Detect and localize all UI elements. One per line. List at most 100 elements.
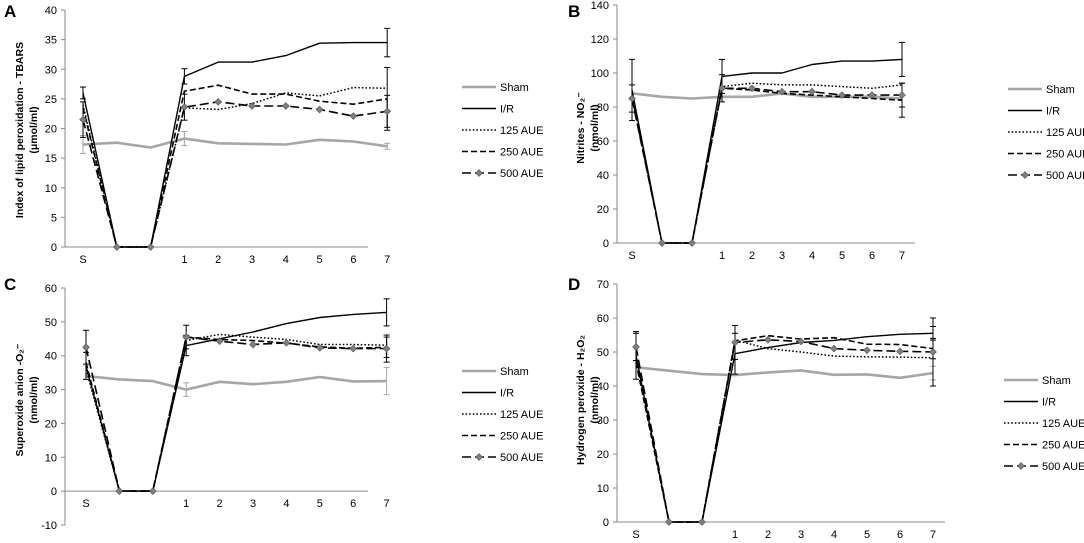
panel-d: D Hydrogen peroxide - H₂O₂ (nmol/ml) 0 10…: [568, 275, 1084, 541]
series-line-250-aue-a: [82, 84, 388, 248]
x-tick-label-b: 1: [719, 250, 725, 262]
y-tick-label-a: 5: [51, 212, 57, 224]
y-tick-label-b: 80: [597, 102, 609, 114]
x-tick-label-c: 2: [217, 498, 223, 510]
x-tick-label-b: 4: [809, 250, 815, 262]
legend-label-sham-a: Sham: [500, 82, 529, 94]
y-axis-unit-b: (nmol/ml): [589, 104, 601, 151]
x-tick-label-a: 1: [181, 254, 187, 266]
diamond-marker-a: [112, 243, 121, 251]
x-tick-label-c: 1: [183, 498, 189, 510]
panel-label-d: D: [568, 275, 580, 294]
x-tick-label-c: 7: [384, 498, 390, 510]
x-tick-label-d: 6: [897, 529, 903, 541]
x-tick-label-d: 1: [732, 529, 738, 541]
panel-label-a: A: [4, 2, 16, 21]
x-tick-label-a: 3: [249, 254, 255, 266]
x-tick-label-a: 5: [317, 254, 323, 266]
legend-label-125-aue-c: 125 AUE: [500, 409, 543, 421]
diamond-marker-a: [315, 105, 324, 114]
legend-label-500-aue-b: 500 AUE: [1046, 170, 1084, 182]
series-line-500-aue-b: [631, 87, 902, 244]
legend-label-250-aue-a: 250 AUE: [500, 147, 543, 159]
diamond-marker-a: [146, 243, 155, 251]
y-axis-unit-d: (nmol/ml): [589, 376, 601, 423]
legend-diamond-icon-a: [475, 169, 483, 177]
diamond-marker-d: [665, 518, 673, 526]
y-tick-label-d: 50: [597, 347, 609, 359]
y-tick-label-a: 20: [45, 124, 57, 136]
y-axis-label-c: Superoxide anion -O₂⁻: [14, 343, 26, 456]
series-line-sham-c: [85, 374, 387, 391]
x-tick-label-a: 6: [350, 254, 356, 266]
series-line-500-aue-d: [635, 338, 934, 523]
y-axis-label-d: Hydrogen peroxide - H₂O₂: [575, 335, 587, 465]
x-tick-label-b: 3: [779, 250, 785, 262]
y-tick-label-a: 25: [45, 94, 57, 106]
diamond-marker-a: [214, 98, 223, 106]
x-tick-label-a: 7: [384, 254, 390, 266]
diamond-marker-b: [868, 91, 876, 99]
legend-label-sham-b: Sham: [1046, 84, 1075, 96]
y-tick-label-c: 0: [51, 486, 57, 498]
y-tick-label-c: 60: [45, 283, 57, 295]
x-tick-label-d: 3: [798, 529, 804, 541]
series-line-125-aue-d: [635, 339, 934, 523]
diamond-marker-b: [658, 239, 666, 247]
y-tick-label-d: 10: [597, 483, 609, 495]
y-tick-label-c: 20: [45, 418, 57, 430]
diamond-marker-a: [281, 102, 290, 110]
diamond-marker-a: [383, 107, 392, 116]
diamond-marker-b: [898, 91, 906, 99]
diamond-marker-c: [82, 343, 90, 352]
y-tick-label-c: 40: [45, 351, 57, 363]
diamond-marker-c: [282, 339, 291, 347]
series-line-125-aue-c: [85, 333, 387, 492]
x-tick-label-d: 2: [765, 529, 771, 541]
diamond-marker-c: [349, 344, 358, 353]
diamond-marker-b: [628, 94, 636, 103]
series-line-125-aue-a: [82, 86, 388, 248]
y-tick-label-c: -10: [41, 520, 57, 532]
diamond-marker-a: [180, 103, 189, 111]
diamond-marker-d: [764, 335, 772, 344]
legend-label-125-aue-a: 125 AUE: [500, 125, 543, 137]
legend-label-250-aue-c: 250 AUE: [500, 431, 543, 443]
x-tick-label-c: 5: [317, 498, 323, 510]
x-tick-label-a: 2: [215, 254, 221, 266]
legend-label-i-r-c: I/R: [500, 388, 514, 400]
panel-b: B Nitrites - NO₂⁻ (nmol/ml) 0 20 40 60 80 100…: [568, 0, 1084, 262]
x-tick-label-b: 7: [899, 250, 905, 262]
series-line-sham-b: [631, 92, 903, 100]
legend-label-125-aue-d: 125 AUE: [1042, 418, 1084, 430]
diamond-marker-c: [249, 340, 257, 349]
y-tick-label-a: 35: [45, 35, 57, 47]
diamond-marker-a: [248, 102, 256, 110]
diamond-marker-c: [115, 487, 124, 495]
y-tick-label-d: 60: [597, 313, 609, 325]
diamond-marker-c: [315, 344, 324, 352]
series-line-250-aue-d: [635, 334, 934, 523]
diamond-marker-b: [778, 87, 786, 96]
y-tick-label-c: 30: [45, 385, 57, 397]
y-tick-label-b: 40: [597, 170, 609, 182]
y-tick-label-d: 0: [603, 517, 609, 529]
y-tick-label-c: 10: [45, 452, 57, 464]
x-tick-label-b: 6: [869, 250, 875, 262]
diamond-marker-d: [929, 348, 937, 356]
diamond-marker-d: [896, 347, 904, 356]
x-tick-label-a: 4: [283, 254, 289, 266]
y-axis-unit-a: (μmol/ml): [28, 106, 40, 153]
x-tick-label-d: 7: [930, 529, 936, 541]
y-tick-label-d: 30: [597, 415, 609, 427]
x-tick-label-d: 4: [831, 529, 837, 541]
series-line-i-r-b: [631, 58, 903, 244]
legend-diamond-icon-b: [1021, 171, 1029, 179]
x-tick-label-d: S: [632, 529, 639, 541]
diamond-marker-c: [382, 344, 391, 353]
legend-label-250-aue-b: 250 AUE: [1046, 149, 1084, 161]
diamond-marker-b: [808, 87, 816, 96]
series-line-sham-a: [82, 137, 388, 149]
y-tick-label-a: 40: [45, 5, 57, 17]
